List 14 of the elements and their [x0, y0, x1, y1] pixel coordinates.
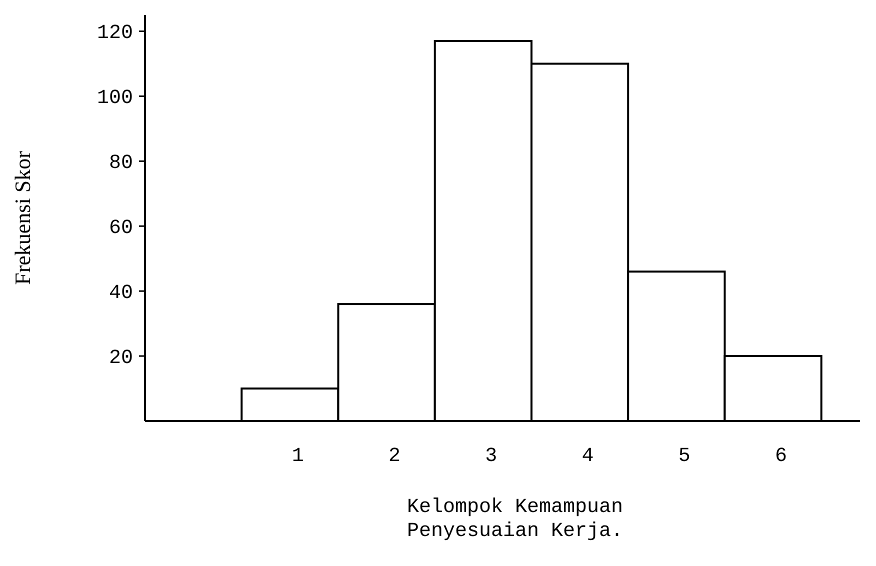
- y-tick-label: 120: [96, 22, 133, 46]
- y-tick-label: 100: [96, 87, 133, 110]
- x-tick-label: 3: [485, 445, 498, 468]
- x-tick-label: 1: [292, 445, 304, 468]
- x-tick-label: 2: [388, 445, 401, 468]
- x-tick-label: 4: [582, 445, 594, 468]
- y-tick-label: 40: [108, 282, 133, 306]
- x-tick-label: 6: [775, 445, 788, 468]
- x-axis-title: Kelompok Kemampuan Penyesuaian Kerja.: [406, 496, 624, 543]
- y-axis-title: Frekuensi Skor: [10, 150, 35, 285]
- y-tick-label: 20: [108, 347, 133, 370]
- x-tick-label: 5: [678, 445, 690, 468]
- y-tick-label: 60: [108, 217, 133, 240]
- y-tick-label: 80: [108, 152, 133, 176]
